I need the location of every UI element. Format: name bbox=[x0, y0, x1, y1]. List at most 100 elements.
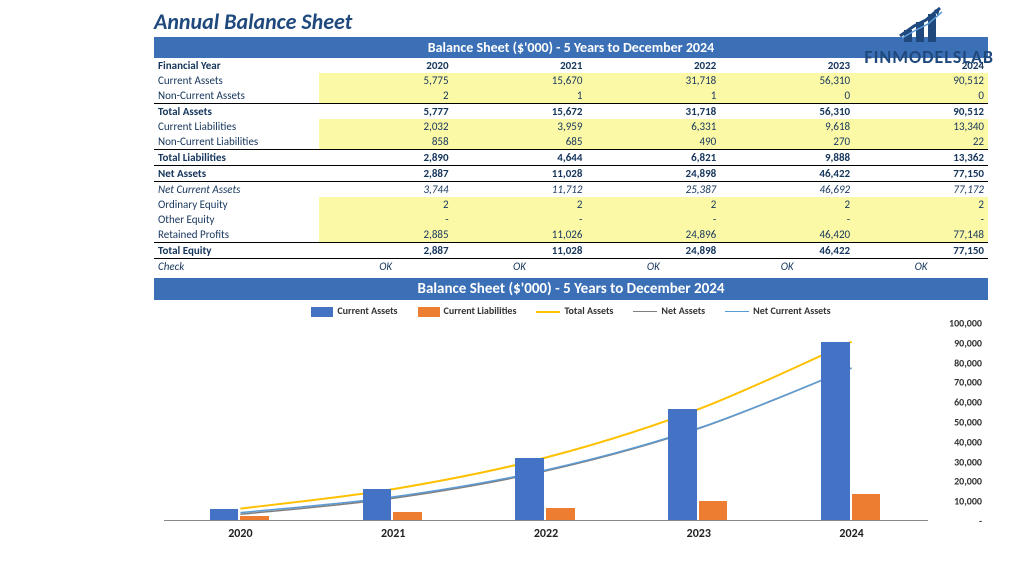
cell: 0 bbox=[854, 88, 988, 104]
x-label: 2020 bbox=[228, 527, 252, 541]
y-tick: 20,000 bbox=[954, 475, 982, 488]
cell: 490 bbox=[586, 134, 720, 150]
cell: 31,718 bbox=[586, 73, 720, 88]
legend-item: Net Current Assets bbox=[725, 304, 830, 317]
chart-legend: Current AssetsCurrent LiabilitiesTotal A… bbox=[154, 300, 988, 319]
cell: 2,890 bbox=[319, 150, 453, 166]
col-header-year: 2023 bbox=[720, 58, 854, 73]
x-label: 2021 bbox=[381, 527, 405, 541]
y-tick: 90,000 bbox=[954, 336, 982, 349]
col-header-year: 2022 bbox=[586, 58, 720, 73]
cell: 15,670 bbox=[453, 73, 587, 88]
cell: 25,387 bbox=[586, 182, 720, 198]
y-tick: 60,000 bbox=[954, 396, 982, 409]
x-label: 2024 bbox=[839, 527, 863, 541]
cell: 6,331 bbox=[586, 119, 720, 134]
y-tick: 50,000 bbox=[954, 416, 982, 429]
cell: 11,026 bbox=[453, 227, 587, 243]
cell: 90,512 bbox=[854, 73, 988, 88]
table-row: Total Liabilities2,8904,6446,8219,88813,… bbox=[154, 150, 988, 166]
bar bbox=[393, 512, 422, 520]
cell: 2 bbox=[453, 197, 587, 212]
table-row: Non-Current Liabilities85868549027022 bbox=[154, 134, 988, 150]
cell: - bbox=[854, 212, 988, 227]
row-label: Check bbox=[154, 259, 319, 275]
y-tick: 10,000 bbox=[954, 495, 982, 508]
cell: 77,150 bbox=[854, 243, 988, 259]
cell: 2,032 bbox=[319, 119, 453, 134]
table-row: Net Assets2,88711,02824,89846,42277,150 bbox=[154, 166, 988, 182]
bar bbox=[668, 409, 697, 520]
table-row: Ordinary Equity22222 bbox=[154, 197, 988, 212]
bar bbox=[546, 508, 575, 520]
cell: 13,340 bbox=[854, 119, 988, 134]
row-label: Net Assets bbox=[154, 166, 319, 182]
cell: 56,310 bbox=[720, 104, 854, 120]
cell: OK bbox=[586, 259, 720, 275]
bar bbox=[363, 489, 392, 520]
cell: 9,618 bbox=[720, 119, 854, 134]
brand-name: FINMODELSLAB bbox=[864, 46, 994, 68]
row-label: Other Equity bbox=[154, 212, 319, 227]
row-label: Current Liabilities bbox=[154, 119, 319, 134]
bar bbox=[515, 458, 544, 520]
cell: 24,896 bbox=[586, 227, 720, 243]
row-label: Current Assets bbox=[154, 73, 319, 88]
balance-sheet-chart-section: Balance Sheet ($'000) - 5 Years to Decem… bbox=[154, 278, 988, 549]
cell: 270 bbox=[720, 134, 854, 150]
y-tick: 80,000 bbox=[954, 356, 982, 369]
col-header-year: 2020 bbox=[319, 58, 453, 73]
table-row: Other Equity----- bbox=[154, 212, 988, 227]
logo-icon bbox=[894, 2, 964, 46]
cell: 13,362 bbox=[854, 150, 988, 166]
cell: 46,692 bbox=[720, 182, 854, 198]
cell: OK bbox=[319, 259, 453, 275]
cell: 2,887 bbox=[319, 166, 453, 182]
cell: 2 bbox=[319, 88, 453, 104]
cell: 3,959 bbox=[453, 119, 587, 134]
cell: 77,150 bbox=[854, 166, 988, 182]
y-tick: 100,000 bbox=[949, 317, 982, 330]
row-label: Ordinary Equity bbox=[154, 197, 319, 212]
cell: 858 bbox=[319, 134, 453, 150]
cell: - bbox=[720, 212, 854, 227]
cell: 6,821 bbox=[586, 150, 720, 166]
cell: 24,898 bbox=[586, 166, 720, 182]
cell: 46,420 bbox=[720, 227, 854, 243]
y-tick: - bbox=[979, 515, 982, 528]
table-row: Current Liabilities2,0323,9596,3319,6181… bbox=[154, 119, 988, 134]
cell: 1 bbox=[586, 88, 720, 104]
cell: 5,777 bbox=[319, 104, 453, 120]
row-label: Retained Profits bbox=[154, 227, 319, 243]
cell: 9,888 bbox=[720, 150, 854, 166]
table-banner: Balance Sheet ($'000) - 5 Years to Decem… bbox=[154, 37, 988, 58]
x-label: 2023 bbox=[687, 527, 711, 541]
cell: 2 bbox=[854, 197, 988, 212]
col-header-year: 2021 bbox=[453, 58, 587, 73]
cell: 46,422 bbox=[720, 243, 854, 259]
chart-banner: Balance Sheet ($'000) - 5 Years to Decem… bbox=[154, 278, 988, 300]
row-label: Net Current Assets bbox=[154, 182, 319, 198]
line-series bbox=[240, 368, 851, 513]
table-row: Total Equity2,88711,02824,89846,42277,15… bbox=[154, 243, 988, 259]
cell: 2 bbox=[319, 197, 453, 212]
cell: 0 bbox=[720, 88, 854, 104]
cell: 77,172 bbox=[854, 182, 988, 198]
row-label: Non-Current Liabilities bbox=[154, 134, 319, 150]
cell: 1 bbox=[453, 88, 587, 104]
cell: 2 bbox=[720, 197, 854, 212]
row-label: Total Liabilities bbox=[154, 150, 319, 166]
cell: 5,775 bbox=[319, 73, 453, 88]
cell: OK bbox=[453, 259, 587, 275]
cell: 2 bbox=[586, 197, 720, 212]
row-label: Non-Current Assets bbox=[154, 88, 319, 104]
bar bbox=[240, 516, 269, 520]
balance-sheet-chart: -10,00020,00030,00040,00050,00060,00070,… bbox=[154, 319, 988, 549]
table-row: Retained Profits2,88511,02624,89646,4207… bbox=[154, 227, 988, 243]
cell: - bbox=[586, 212, 720, 227]
table-row: Net Current Assets3,74411,71225,38746,69… bbox=[154, 182, 988, 198]
cell: 56,310 bbox=[720, 73, 854, 88]
cell: 2,887 bbox=[319, 243, 453, 259]
cell: 11,028 bbox=[453, 166, 587, 182]
line-series bbox=[240, 342, 851, 509]
